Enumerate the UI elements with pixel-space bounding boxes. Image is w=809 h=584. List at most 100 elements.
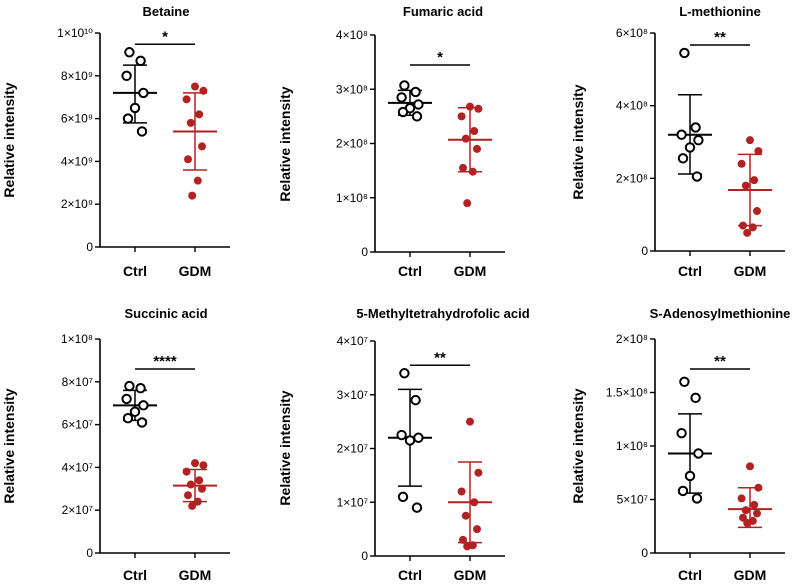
- data-point: [750, 176, 759, 185]
- significance-label: *: [162, 28, 168, 45]
- data-point: [188, 501, 197, 510]
- data-point: [193, 176, 202, 185]
- x-tick-label: Ctrl: [678, 263, 702, 279]
- series-gdm: [728, 462, 772, 529]
- y-axis-label: Relative intensity: [570, 84, 586, 199]
- y-tick-label: 1×10⁸: [61, 332, 93, 346]
- significance-label: *: [437, 49, 443, 66]
- chart-panel: Fumaric acid Relative intensity 0 1×10⁸ 2×10…: [277, 4, 505, 279]
- data-point: [739, 513, 747, 522]
- data-point: [188, 191, 197, 200]
- series-gdm: [173, 459, 217, 510]
- chart-panel: 5-Methyltetrahydrofolic acid Relative int…: [277, 306, 530, 583]
- data-point: [739, 221, 747, 230]
- y-tick-label: 1×10⁷: [337, 495, 368, 509]
- x-tick-label: Ctrl: [678, 567, 702, 583]
- y-tick-label: 6×10⁹: [61, 112, 93, 126]
- data-point: [191, 82, 199, 91]
- x-tick-label: Ctrl: [398, 263, 422, 279]
- chart-panel: Succinic acid Relative intensity 0 2×10⁷ 4×1…: [1, 306, 230, 583]
- data-point: [129, 102, 141, 114]
- data-point: [121, 393, 132, 405]
- series-gdm: [448, 102, 492, 208]
- data-point: [122, 113, 134, 124]
- data-point: [184, 155, 192, 164]
- data-point: [748, 223, 757, 232]
- significance-label: **: [714, 353, 726, 370]
- data-point: [750, 500, 759, 509]
- data-point: [186, 118, 195, 127]
- y-tick-label: 1×10¹⁰: [57, 26, 93, 40]
- significance-label: ****: [153, 353, 177, 370]
- data-point: [461, 511, 470, 520]
- y-axis-label: Relative intensity: [1, 82, 17, 197]
- data-point: [397, 491, 409, 503]
- data-point: [466, 102, 474, 111]
- series-gdm: [173, 82, 217, 200]
- data-point: [184, 491, 192, 500]
- data-point: [413, 432, 424, 443]
- data-point: [199, 86, 208, 95]
- y-tick-label: 0: [361, 549, 368, 563]
- y-tick-label: 0: [86, 546, 93, 560]
- y-tick-label: 2×10⁸: [616, 171, 648, 185]
- x-tick-label: GDM: [179, 263, 212, 279]
- y-tick-label: 2×10⁸: [616, 332, 648, 346]
- significance-label: **: [434, 349, 446, 366]
- y-tick-label: 4×10⁷: [62, 460, 93, 474]
- data-point: [737, 494, 746, 503]
- y-tick-label: 1×10⁸: [616, 439, 648, 453]
- data-point: [459, 535, 467, 544]
- chart-title: Betaine: [143, 4, 190, 19]
- data-point: [136, 126, 148, 137]
- y-tick-label: 3×10⁷: [337, 388, 368, 402]
- data-point: [457, 112, 466, 121]
- data-point: [410, 394, 421, 406]
- series-ctrl: [668, 376, 712, 504]
- data-point: [474, 468, 483, 477]
- data-point: [466, 417, 474, 426]
- data-point: [121, 70, 132, 82]
- x-tick-label: GDM: [454, 263, 487, 279]
- data-point: [468, 167, 477, 176]
- y-tick-label: 1.5×10⁸: [606, 386, 648, 400]
- data-point: [195, 476, 204, 485]
- x-tick-label: GDM: [734, 567, 767, 583]
- data-point: [397, 106, 409, 118]
- chart-title: Fumaric acid: [403, 4, 483, 19]
- data-point: [474, 104, 483, 113]
- data-point: [463, 542, 472, 551]
- chart-title: 5-Methyltetrahydrofolic acid: [356, 306, 529, 321]
- x-tick-label: GDM: [454, 567, 487, 583]
- data-point: [737, 159, 746, 168]
- y-tick-label: 8×10⁷: [62, 375, 93, 389]
- data-point: [411, 502, 423, 513]
- chart-title: Succinic acid: [124, 306, 207, 321]
- data-point: [753, 509, 761, 518]
- y-tick-label: 2×10⁷: [62, 503, 93, 517]
- data-point: [463, 199, 472, 208]
- y-tick-label: 0: [641, 244, 648, 258]
- chart-title: S-Adenosylmethionine: [650, 306, 791, 321]
- y-tick-label: 0: [361, 245, 368, 259]
- y-tick-label: 1×10⁸: [336, 191, 368, 205]
- data-point: [199, 461, 208, 470]
- significance-label: **: [714, 29, 726, 46]
- data-point: [198, 484, 206, 493]
- data-point: [684, 142, 696, 153]
- data-point: [473, 525, 481, 534]
- data-point: [198, 142, 206, 151]
- data-point: [693, 134, 704, 146]
- data-point: [679, 376, 690, 387]
- y-tick-label: 0: [641, 546, 648, 560]
- chart-panel: Betaine Relative intensity 0 2×10⁹ 4×10⁹ 6×10…: [1, 4, 230, 279]
- data-point: [743, 228, 752, 237]
- data-point: [754, 483, 763, 492]
- y-tick-label: 2×10⁹: [61, 197, 93, 211]
- series-ctrl: [388, 368, 432, 513]
- chart-panel: S-Adenosylmethionine Relative intensity 0 5…: [570, 306, 790, 583]
- y-axis-label: Relative intensity: [1, 388, 17, 503]
- data-point: [676, 129, 687, 140]
- data-point: [677, 485, 689, 497]
- data-point: [741, 506, 750, 515]
